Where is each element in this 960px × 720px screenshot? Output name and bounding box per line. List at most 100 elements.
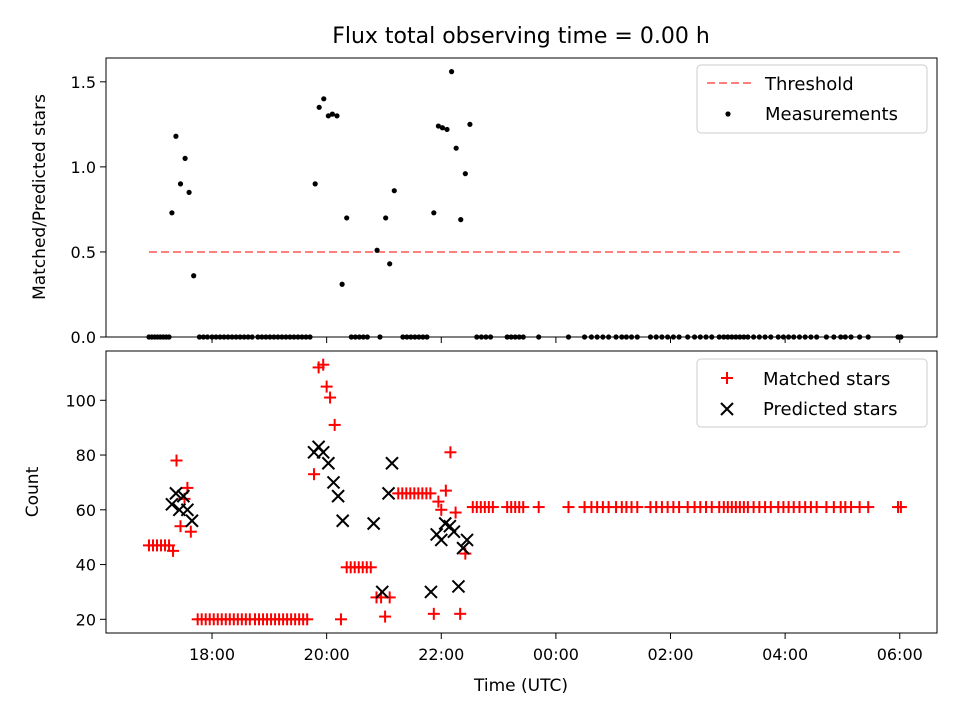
x-tick-label: 04:00 bbox=[762, 645, 808, 664]
predicted-star-point bbox=[180, 503, 195, 517]
chart-title: Flux total observing time = 0.00 h bbox=[332, 24, 710, 49]
measurement-point bbox=[182, 155, 188, 161]
predicted-star-point bbox=[165, 497, 179, 512]
measurement-point bbox=[444, 126, 450, 133]
ratio-panel-frame bbox=[105, 57, 938, 338]
measurement-point bbox=[339, 281, 345, 287]
measurement-point bbox=[173, 133, 179, 139]
count-legend-box bbox=[696, 358, 928, 428]
legend-predicted-swatch bbox=[720, 402, 734, 416]
matched-star-point bbox=[308, 468, 321, 481]
count-panel-frame bbox=[105, 350, 938, 634]
x-tick-label: 06:00 bbox=[877, 645, 923, 664]
ratio-y-tick-label: 0.0 bbox=[71, 328, 96, 347]
predicted-star-point bbox=[385, 456, 399, 470]
measurement-point bbox=[312, 181, 318, 187]
predicted-star-point bbox=[434, 533, 448, 547]
measurement-point bbox=[458, 217, 464, 223]
matched-star-point bbox=[167, 544, 180, 557]
matched-star-point bbox=[562, 501, 575, 514]
count-y-tick-label: 40 bbox=[76, 556, 96, 575]
count-legend: Matched stars Predicted stars bbox=[696, 358, 928, 428]
matched-star-point bbox=[301, 613, 314, 626]
x-axis-label: Time (UTC) bbox=[473, 676, 568, 696]
predicted-star-point bbox=[424, 585, 438, 599]
ratio-y-tick-label: 1.0 bbox=[71, 158, 96, 177]
ratio-y-axis-label: Matched/Predicted stars bbox=[30, 94, 50, 300]
predicted-star-point bbox=[451, 579, 466, 594]
predicted-star-point bbox=[321, 456, 336, 470]
measurement-point bbox=[439, 125, 446, 131]
measurement-point bbox=[387, 261, 393, 267]
matched-star-point bbox=[486, 501, 499, 514]
count-y-axis-label: Count bbox=[23, 466, 43, 517]
measurement-point bbox=[325, 113, 331, 119]
ratio-panel-ticks: 0.0 0.5 1.0 1.5 bbox=[71, 73, 901, 347]
count-points bbox=[142, 358, 907, 626]
legend-measurements-swatch bbox=[725, 111, 731, 117]
predicted-star-point bbox=[366, 516, 381, 531]
measurement-point bbox=[391, 188, 397, 194]
matched-star-point bbox=[862, 501, 875, 514]
matched-star-point bbox=[174, 520, 187, 533]
legend-predicted-label: Predicted stars bbox=[763, 399, 897, 420]
legend-matched-swatch bbox=[721, 372, 733, 384]
matched-star-point bbox=[432, 495, 445, 508]
predicted-star-point bbox=[335, 514, 350, 528]
predicted-star-point bbox=[169, 486, 183, 501]
matched-star-point bbox=[444, 446, 457, 459]
matched-star-point bbox=[379, 610, 392, 623]
measurement-point bbox=[334, 113, 340, 119]
predicted-star-point bbox=[381, 486, 396, 501]
measurement-point bbox=[344, 215, 350, 221]
matched-star-point bbox=[320, 380, 333, 393]
measurement-point bbox=[467, 121, 473, 127]
predicted-star-point bbox=[447, 524, 461, 539]
count-y-tick-label: 20 bbox=[76, 610, 96, 629]
matched-star-point bbox=[184, 525, 197, 538]
matched-star-point bbox=[454, 607, 467, 620]
count-y-tick-label: 60 bbox=[76, 501, 96, 520]
measurement-point bbox=[431, 210, 437, 216]
count-y-tick-label: 100 bbox=[65, 391, 96, 410]
matched-star-point bbox=[334, 613, 347, 626]
measurement-point bbox=[435, 123, 441, 129]
legend-threshold-label: Threshold bbox=[764, 74, 854, 95]
matched-star-point bbox=[517, 501, 530, 514]
measurement-point bbox=[186, 189, 192, 195]
measurement-point bbox=[177, 181, 184, 187]
matched-star-point bbox=[631, 501, 644, 514]
ratio-y-tick-label: 0.5 bbox=[71, 243, 96, 262]
measurement-point bbox=[453, 145, 459, 151]
measurement-point bbox=[374, 247, 380, 253]
count-y-tick-label: 80 bbox=[76, 446, 96, 465]
count-panel: 20 40 60 80 100 18:00 20:00 22:00 00:00 02:00 04:0… bbox=[23, 350, 938, 664]
matched-star-point bbox=[894, 501, 907, 514]
legend-matched-label: Matched stars bbox=[763, 369, 890, 390]
matched-star-point bbox=[324, 391, 337, 404]
matched-star-point bbox=[424, 487, 437, 500]
matched-star-point bbox=[383, 591, 396, 604]
measurement-point bbox=[321, 96, 327, 102]
ratio-legend: Threshold Measurements bbox=[696, 64, 928, 134]
matched-star-point bbox=[449, 506, 462, 519]
matched-star-point bbox=[317, 358, 330, 371]
count-panel-ticks: 20 40 60 80 100 18:00 20:00 22:00 00:00 02:00 04:0… bbox=[65, 391, 922, 664]
measurement-point bbox=[169, 210, 175, 216]
x-tick-label: 02:00 bbox=[647, 645, 693, 664]
ratio-y-tick-label: 1.5 bbox=[71, 73, 96, 92]
matched-star-point bbox=[439, 484, 452, 497]
ratio-panel: 0.0 0.5 1.0 1.5 Matched/Predicted stars Thr… bbox=[30, 57, 938, 347]
matched-star-point bbox=[427, 607, 440, 620]
predicted-star-point bbox=[316, 445, 330, 460]
x-tick-label: 00:00 bbox=[533, 645, 579, 664]
predicted-star-point bbox=[443, 519, 457, 533]
matched-star-point bbox=[364, 561, 377, 574]
matched-star-point bbox=[328, 418, 341, 431]
predicted-star-point bbox=[460, 533, 474, 547]
predicted-star-point bbox=[185, 514, 199, 528]
measurement-point bbox=[329, 111, 335, 117]
x-tick-label: 22:00 bbox=[418, 645, 464, 664]
predicted-star-point bbox=[331, 489, 345, 503]
